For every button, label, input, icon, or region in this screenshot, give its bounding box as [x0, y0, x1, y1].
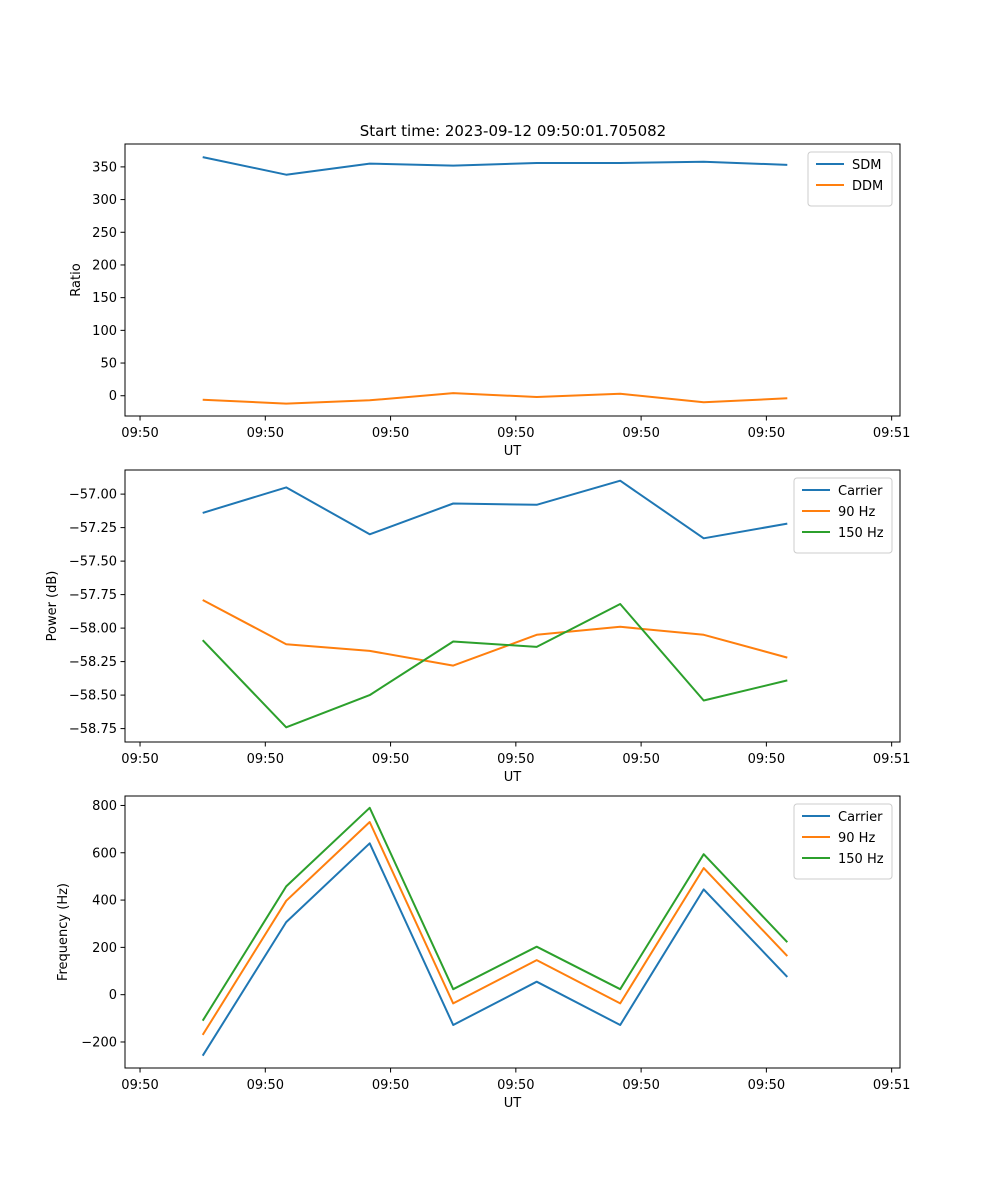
x-tick-label: 09:50 [372, 426, 409, 441]
x-axis-label: UT [504, 1096, 522, 1111]
y-tick-label: −58.00 [69, 622, 117, 637]
legend-label: SDM [852, 158, 881, 173]
legend-box [793, 477, 893, 554]
y-tick-label: −57.25 [69, 521, 117, 536]
x-tick-label: 09:50 [748, 752, 785, 767]
x-axis-label: UT [504, 444, 522, 459]
legend-label: 90 Hz [838, 505, 875, 520]
x-tick-label: 09:51 [873, 1078, 910, 1093]
y-tick-label: 0 [109, 389, 117, 404]
subplot-power: −57.00 −57.25 −57.50 −57.75 −58.00 −58.25 −58.… [45, 469, 910, 785]
y-tick-label: 300 [92, 193, 117, 208]
x-tick-label: 09:50 [247, 752, 284, 767]
y-tick-label: 600 [92, 846, 117, 861]
legend-label: 150 Hz [838, 852, 884, 867]
legend-label: 90 Hz [838, 831, 875, 846]
legend: SDM DDM [807, 151, 893, 207]
series-line-sdm [202, 156, 788, 176]
y-tick-label: −57.00 [69, 488, 117, 503]
x-tick-label: 09:50 [247, 426, 284, 441]
x-tick-label: 09:50 [247, 1078, 284, 1093]
y-tick-label: −58.75 [69, 722, 117, 737]
x-tick-label: 09:51 [873, 752, 910, 767]
y-tick-label: −58.50 [69, 689, 117, 704]
x-tick-label: 09:50 [622, 752, 659, 767]
y-tick-label: 50 [100, 357, 117, 372]
x-tick-label: 09:51 [873, 426, 910, 441]
legend-box [807, 151, 893, 207]
legend: Carrier 90 Hz 150 Hz [793, 477, 893, 554]
series-line-150-hz [201, 603, 788, 729]
y-axis-label: Frequency (Hz) [56, 883, 71, 981]
series-line-90-hz [201, 821, 789, 1036]
x-tick-label: 09:50 [622, 426, 659, 441]
x-tick-label: 09:50 [372, 752, 409, 767]
y-axis-label: Power (dB) [45, 571, 60, 642]
y-tick-label: 400 [92, 894, 117, 909]
x-tick-label: 09:50 [497, 752, 534, 767]
legend-box [793, 803, 893, 880]
x-tick-label: 09:50 [121, 426, 158, 441]
y-tick-label: 100 [92, 324, 117, 339]
legend-label: Carrier [838, 484, 883, 499]
series-line-ddm [202, 392, 788, 405]
legend-label: Carrier [838, 810, 883, 825]
series-line-carrier [201, 842, 789, 1057]
legend-label: DDM [852, 179, 883, 194]
y-tick-label: 0 [109, 988, 117, 1003]
x-tick-label: 09:50 [497, 1078, 534, 1093]
subplot-ratio: 0 50 100 150 200 250 300 350 09:50 09:50 09:50 09:5… [69, 143, 910, 459]
x-tick-label: 09:50 [121, 1078, 158, 1093]
series-line-150-hz [201, 806, 789, 1022]
x-tick-label: 09:50 [748, 426, 785, 441]
y-tick-label: −57.75 [69, 588, 117, 603]
x-tick-label: 09:50 [748, 1078, 785, 1093]
subplots: 0 50 100 150 200 250 300 350 09:50 09:50 09:50 09:5… [45, 143, 910, 1111]
y-tick-label: −57.50 [69, 555, 117, 570]
y-tick-label: 250 [92, 226, 117, 241]
y-tick-label: 200 [92, 941, 117, 956]
axes-frame [124, 143, 901, 417]
y-tick-label: 200 [92, 258, 117, 273]
subplot-frequency: −200 0 200 400 600 800 09:50 09:50 09:50 09:50 09:… [56, 795, 910, 1111]
y-tick-label: 800 [92, 799, 117, 814]
y-tick-label: 350 [92, 160, 117, 175]
x-tick-label: 09:50 [622, 1078, 659, 1093]
x-tick-label: 09:50 [372, 1078, 409, 1093]
series-line-90-hz [202, 599, 788, 667]
axes-frame [124, 795, 901, 1069]
legend-label: 150 Hz [838, 526, 884, 541]
figure-title: Start time: 2023-09-12 09:50:01.705082 [360, 122, 666, 140]
y-tick-label: −58.25 [69, 655, 117, 670]
series-line-carrier [202, 479, 788, 540]
legend: Carrier 90 Hz 150 Hz [793, 803, 893, 880]
y-tick-label: −200 [81, 1035, 117, 1050]
x-axis-label: UT [504, 770, 522, 785]
y-axis-label: Ratio [69, 263, 84, 296]
x-tick-label: 09:50 [121, 752, 158, 767]
x-tick-label: 09:50 [497, 426, 534, 441]
axes-frame [124, 469, 901, 743]
y-tick-label: 150 [92, 291, 117, 306]
